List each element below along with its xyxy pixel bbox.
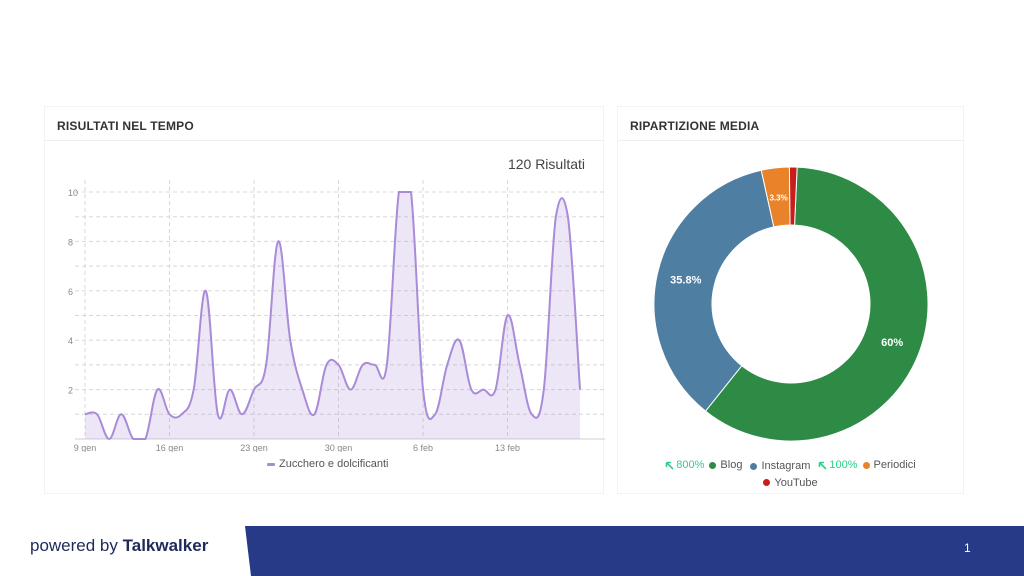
results-area-chart: 2 4 6 8 10 9 gen 16 gen 23 gen 30 gen 6 feb 13 feb: [68, 180, 605, 452]
data-point: [84, 413, 86, 415]
legend-label: Blog: [720, 459, 743, 471]
data-point: [518, 364, 520, 366]
series-legend-label: Zucchero e dolcificanti: [279, 458, 389, 470]
series-legend-swatch: [267, 462, 275, 466]
legend-item-instagram[interactable]: Instagram: [750, 458, 810, 474]
legend-dot: [750, 462, 758, 470]
data-point: [217, 413, 219, 415]
series-line: [84, 191, 581, 441]
legend-item-youtube[interactable]: YouTube: [763, 475, 818, 491]
data-point: [482, 388, 484, 390]
data-point: [349, 388, 351, 390]
x-tick-label: 16 gen: [156, 443, 184, 452]
media-breakdown-panel: RIPARTIZIONE MEDIA 60% 35.8% 3.3% 800% Blog…: [617, 106, 964, 494]
legend-label: Instagram: [761, 460, 811, 472]
data-point: [543, 388, 545, 390]
data-point: [144, 438, 146, 440]
trend-up-icon: 800%: [665, 457, 704, 473]
brand-name: Talkwalker: [122, 536, 209, 555]
x-tick-label: 23 gen: [240, 443, 268, 452]
series-legend[interactable]: Zucchero e dolcificanti: [267, 458, 388, 470]
x-tick-label: 30 gen: [325, 443, 353, 452]
results-over-time-panel: RISULTATI NEL TEMPO 120 Risultati 2 4 6 8 10…: [44, 106, 605, 494]
panel-divider: [618, 140, 963, 141]
footer-band: [245, 526, 1024, 576]
data-point: [386, 364, 388, 366]
x-tick-label: 13 feb: [495, 443, 520, 452]
donut-slice-instagram: [653, 169, 775, 412]
media-legend: 800% Blog Instagram 100% Periodici YouTube: [618, 457, 963, 491]
data-point: [494, 388, 496, 390]
data-point: [567, 216, 569, 218]
slice-label-blog: 60%: [881, 337, 903, 349]
y-tick-label: 10: [68, 188, 78, 198]
trend-value: 800%: [676, 459, 705, 471]
data-point: [241, 413, 243, 415]
data-point: [458, 339, 460, 341]
legend-item-periodici[interactable]: 100% Periodici: [818, 457, 916, 473]
results-over-time-title: RISULTATI NEL TEMPO: [57, 119, 194, 133]
legend-label: YouTube: [774, 476, 818, 489]
y-tick-label: 2: [68, 386, 73, 396]
data-point: [337, 364, 339, 366]
data-point: [422, 388, 424, 390]
data-point: [132, 438, 134, 440]
data-point: [96, 413, 98, 415]
data-point: [506, 314, 508, 316]
legend-dot: [862, 461, 870, 469]
y-tick-label: 6: [68, 287, 73, 297]
x-tick-label: 6 feb: [413, 443, 433, 452]
slice-label-periodici: 3.3%: [769, 194, 787, 203]
data-point: [180, 413, 182, 415]
data-point: [265, 364, 267, 366]
data-point: [156, 388, 158, 390]
legend-dot: [763, 479, 771, 486]
footer-band-shape: [245, 526, 1024, 576]
donut-slice-youtube: [788, 166, 798, 226]
media-breakdown-title: RIPARTIZIONE MEDIA: [630, 119, 760, 133]
page-number: 1: [964, 541, 971, 555]
data-point: [289, 339, 291, 341]
data-point: [192, 388, 194, 390]
data-point: [313, 413, 315, 415]
trend-up-icon: 100%: [818, 457, 858, 473]
data-point: [470, 388, 472, 390]
legend-item-blog[interactable]: 800% Blog: [665, 457, 742, 473]
slice-label-instagram: 35.8%: [670, 275, 701, 287]
legend-label: Periodici: [873, 459, 916, 471]
data-point: [434, 413, 436, 415]
data-point: [579, 388, 581, 390]
data-point: [446, 364, 448, 366]
trend-value: 100%: [829, 459, 858, 471]
data-point: [410, 191, 412, 193]
talkwalker-logo: powered by Talkwalker: [30, 536, 208, 556]
y-tick-label: 8: [68, 237, 73, 247]
data-point: [531, 413, 533, 415]
data-point: [374, 364, 376, 366]
data-point: [205, 290, 207, 292]
data-point: [108, 438, 110, 440]
media-donut-chart: 60% 35.8% 3.3%: [653, 166, 929, 442]
data-point: [168, 413, 170, 415]
data-point: [120, 413, 122, 415]
legend-dot: [709, 461, 717, 469]
panel-divider: [45, 140, 603, 141]
total-results-label: 120 Risultati: [507, 156, 585, 172]
data-point: [229, 388, 231, 390]
y-tick-label: 4: [68, 336, 73, 346]
data-point: [301, 388, 303, 390]
data-point: [325, 364, 327, 366]
x-tick-label: 9 gen: [74, 443, 97, 452]
data-point: [555, 216, 557, 218]
data-point: [253, 388, 255, 390]
powered-by-text: powered by: [30, 536, 118, 555]
data-point: [398, 191, 400, 193]
donut-slice-blog: [704, 166, 929, 442]
data-point: [361, 364, 363, 366]
data-point: [277, 240, 279, 242]
series-area-fill: [85, 192, 580, 439]
